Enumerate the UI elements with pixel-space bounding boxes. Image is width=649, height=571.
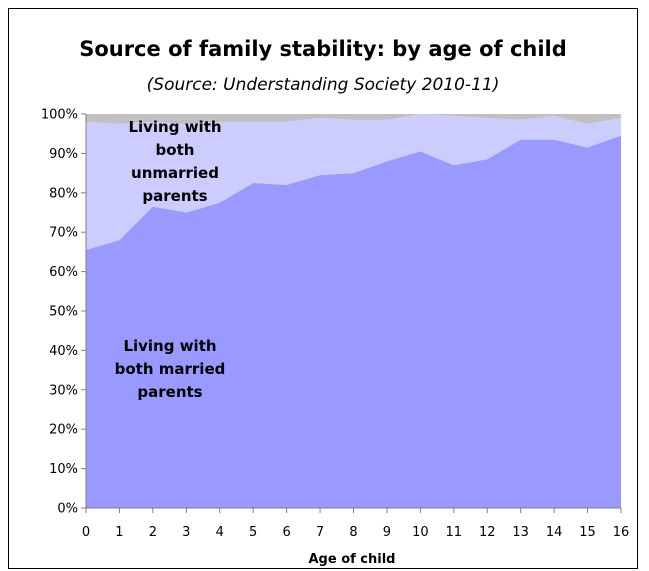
x-tick-label: 8 xyxy=(349,525,357,540)
y-tick-label: 80% xyxy=(49,186,78,201)
y-tick-label: 100% xyxy=(41,108,78,123)
annotation-1: Living with both married parents xyxy=(115,337,226,401)
annotation-line: unmarried xyxy=(131,164,219,182)
y-tick-label: 60% xyxy=(49,265,78,280)
annotation-0: Living with both unmarried parents xyxy=(128,118,221,205)
annotation-line: parents xyxy=(142,187,207,205)
x-axis-label: Age of child xyxy=(308,552,395,567)
annotation-line: parents xyxy=(137,383,202,401)
x-tick-label: 16 xyxy=(613,525,630,540)
x-tick-label: 12 xyxy=(479,525,496,540)
y-tick-label: 40% xyxy=(49,344,78,359)
x-tick-label: 5 xyxy=(249,525,257,540)
x-tick-label: 1 xyxy=(115,525,123,540)
y-tick-label: 70% xyxy=(49,226,78,241)
x-tick-label: 3 xyxy=(182,525,190,540)
x-tick-label: 13 xyxy=(512,525,529,540)
area-series-2 xyxy=(86,114,621,124)
annotation-line: both xyxy=(156,141,195,159)
x-tick-label: 6 xyxy=(282,525,290,540)
y-tick-label: 10% xyxy=(49,462,78,477)
x-tick-label: 11 xyxy=(446,525,463,540)
x-tick-label: 15 xyxy=(579,525,596,540)
x-tick-label: 9 xyxy=(383,525,391,540)
area-series-0 xyxy=(86,135,621,509)
chart-title: Source of family stability: by age of ch… xyxy=(79,37,567,61)
x-tick-label: 0 xyxy=(82,525,90,540)
x-tick-label: 7 xyxy=(316,525,324,540)
annotation-line: Living with xyxy=(123,337,216,355)
chart-subtitle: (Source: Understanding Society 2010-11) xyxy=(146,75,500,95)
x-tick-label: 4 xyxy=(216,525,224,540)
annotation-line: Living with xyxy=(128,118,221,136)
annotation-line: both married xyxy=(115,360,226,378)
y-tick-label: 30% xyxy=(49,383,78,398)
area-series-1 xyxy=(86,114,621,250)
y-tick-label: 90% xyxy=(49,147,78,162)
y-tick-label: 20% xyxy=(49,423,78,438)
y-tick-label: 0% xyxy=(57,502,78,517)
x-tick-label: 2 xyxy=(149,525,157,540)
x-tick-label: 14 xyxy=(546,525,563,540)
y-tick-label: 50% xyxy=(49,305,78,320)
x-tick-label: 10 xyxy=(412,525,429,540)
